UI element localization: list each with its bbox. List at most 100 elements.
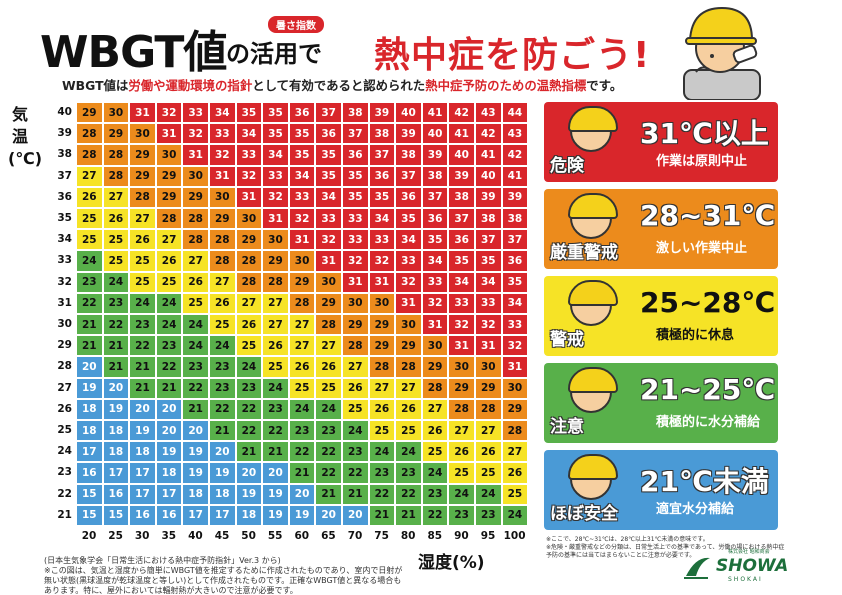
wbgt-cell: 31 [448, 335, 475, 357]
wbgt-cell: 29 [102, 123, 130, 145]
wbgt-cell: 23 [102, 292, 130, 314]
wbgt-cell: 35 [395, 208, 422, 230]
wbgt-cell: 25 [342, 398, 369, 420]
wbgt-cell: 28 [395, 356, 422, 378]
wbgt-cell: 33 [501, 314, 529, 336]
wbgt-cell: 23 [129, 314, 156, 336]
wbgt-cell: 33 [368, 229, 396, 251]
wbgt-cell: 17 [209, 504, 236, 526]
humidity-label: 50 [241, 530, 256, 542]
wbgt-cell: 29 [342, 314, 369, 336]
wbgt-cell: 31 [315, 250, 342, 272]
wbgt-cell: 34 [421, 250, 449, 272]
wbgt-cell: 29 [155, 186, 183, 208]
wbgt-cell: 43 [501, 123, 529, 145]
wbgt-cell: 36 [395, 186, 422, 208]
wbgt-cell: 18 [155, 462, 183, 484]
wbgt-cell: 29 [209, 208, 236, 230]
headline-main: 熱中症を防ごう! [374, 35, 651, 76]
wbgt-cell: 19 [155, 441, 183, 463]
wbgt-cell: 32 [475, 314, 502, 336]
wbgt-cell: 27 [209, 271, 236, 293]
wbgt-cell: 28 [235, 250, 263, 272]
wbgt-cell: 17 [155, 483, 183, 505]
wbgt-cell: 32 [421, 292, 449, 314]
wbgt-cell: 27 [315, 335, 342, 357]
wbgt-cell: 25 [288, 377, 316, 399]
wbgt-cell: 25 [129, 250, 156, 272]
wbgt-cell: 30 [182, 165, 209, 187]
wbgt-cell: 24 [421, 462, 449, 484]
humidity-label: 70 [347, 530, 363, 542]
temperature-label: 36 [57, 190, 72, 203]
wbgt-cell: 35 [342, 165, 369, 187]
worker-drinking-icon [683, 6, 761, 100]
wbgt-cell: 30 [342, 292, 369, 314]
headline-wbgt: WBGT値 [40, 27, 227, 78]
wbgt-cell: 15 [76, 504, 103, 526]
wbgt-cell: 35 [315, 165, 342, 187]
wbgt-cell: 28 [288, 292, 316, 314]
wbgt-cell: 36 [448, 229, 475, 251]
humidity-label: 45 [214, 530, 230, 542]
wbgt-cell: 22 [395, 483, 422, 505]
wbgt-cell: 37 [368, 144, 396, 166]
wbgt-cell: 43 [475, 102, 502, 124]
level-range: 25~28℃ [640, 286, 776, 319]
wbgt-cell: 33 [315, 208, 342, 230]
wbgt-cell: 19 [182, 462, 209, 484]
humidity-label: 95 [480, 530, 496, 542]
wbgt-cell: 33 [421, 271, 449, 293]
wbgt-cell: 24 [448, 483, 475, 505]
wbgt-cell: 27 [475, 420, 502, 442]
wbgt-cell: 33 [475, 292, 502, 314]
wbgt-cell: 20 [315, 504, 342, 526]
level-label: 警戒 [550, 330, 584, 350]
wbgt-cell: 25 [76, 229, 103, 251]
footnote-category: ※危険・厳重警戒などの分類は、日常生活上での基準であって、労働の場における熱中症… [546, 544, 785, 559]
wbgt-cell: 31 [182, 144, 209, 166]
wbgt-cell: 25 [448, 462, 475, 484]
wbgt-cell: 29 [475, 377, 502, 399]
wbgt-cell: 29 [182, 186, 209, 208]
wbgt-cell: 29 [155, 165, 183, 187]
humidity-label: 40 [188, 530, 203, 542]
wbgt-cell: 35 [262, 123, 289, 145]
wbgt-cell: 25 [395, 420, 422, 442]
wbgt-cell: 28 [129, 186, 156, 208]
temperature-label: 28 [57, 360, 72, 373]
wbgt-cell: 33 [288, 186, 316, 208]
wbgt-cell: 26 [288, 356, 316, 378]
humidity-label: 80 [400, 530, 416, 542]
wbgt-cell: 38 [421, 165, 449, 187]
wbgt-cell: 24 [262, 377, 289, 399]
level-panel: 注意 21~25℃ 積極的に水分補給 [544, 363, 778, 443]
wbgt-cell: 21 [76, 314, 103, 336]
level-label: 注意 [550, 417, 584, 437]
wbgt-cell: 19 [235, 483, 263, 505]
wbgt-cell: 38 [342, 102, 369, 124]
temperature-label: 35 [57, 212, 72, 225]
wbgt-cell: 37 [475, 229, 502, 251]
level-range: 21℃未満 [640, 465, 769, 498]
wbgt-cell: 30 [395, 314, 422, 336]
wbgt-cell: 28 [155, 208, 183, 230]
wbgt-cell: 25 [76, 208, 103, 230]
wbgt-cell: 21 [315, 483, 342, 505]
wbgt-cell: 30 [155, 144, 183, 166]
footnotes-right: ※ここで、28℃~31℃は、28℃以上31℃未満の意味です。 ※危険・厳重警戒な… [546, 536, 786, 560]
wbgt-cell: 32 [448, 314, 475, 336]
wbgt-cell: 28 [368, 356, 396, 378]
wbgt-cell: 35 [368, 186, 396, 208]
wbgt-cell: 20 [209, 441, 236, 463]
wbgt-cell: 27 [76, 165, 103, 187]
wbgt-cell: 24 [209, 335, 236, 357]
level-range: 21~25℃ [640, 373, 776, 406]
wbgt-cell: 27 [368, 377, 396, 399]
wbgt-cell: 35 [288, 123, 316, 145]
smiling-worker-face-icon [568, 454, 618, 500]
humidity-label: 35 [161, 530, 177, 542]
wbgt-cell: 30 [475, 356, 502, 378]
wbgt-cell: 35 [235, 102, 263, 124]
subtitle: WBGT値は労働や運動環境の指針として有効であると認められた熱中症予防のための温… [62, 78, 623, 93]
